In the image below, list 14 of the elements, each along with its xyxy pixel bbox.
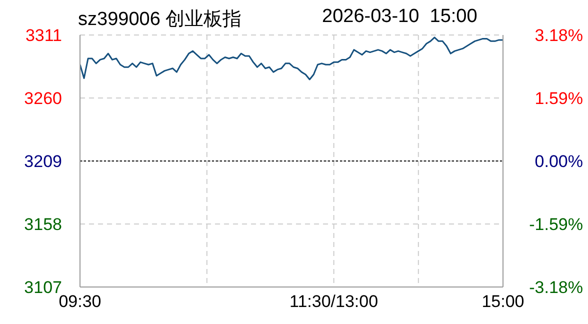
- chart-title: sz399006 创业板指: [78, 8, 242, 32]
- x-tick-label: 15:00: [482, 292, 524, 312]
- y2-tick-label: -3.18%: [529, 278, 583, 297]
- line-series: [80, 36, 503, 80]
- y-tick-label: 3209: [24, 152, 62, 171]
- y-tick-label: 3260: [24, 89, 62, 108]
- x-tick-label: 11:30/13:00: [290, 292, 378, 312]
- chart-subtitle: 2026-03-10 15:00: [322, 6, 478, 28]
- y2-tick-label: -1.59%: [529, 215, 583, 234]
- y2-tick-label: 3.18%: [534, 26, 583, 45]
- y-tick-label: 3311: [25, 26, 62, 45]
- y2-tick-label: 0.00%: [534, 152, 583, 171]
- y2-tick-label: 1.59%: [534, 89, 583, 108]
- y-tick-label: 3158: [24, 215, 62, 234]
